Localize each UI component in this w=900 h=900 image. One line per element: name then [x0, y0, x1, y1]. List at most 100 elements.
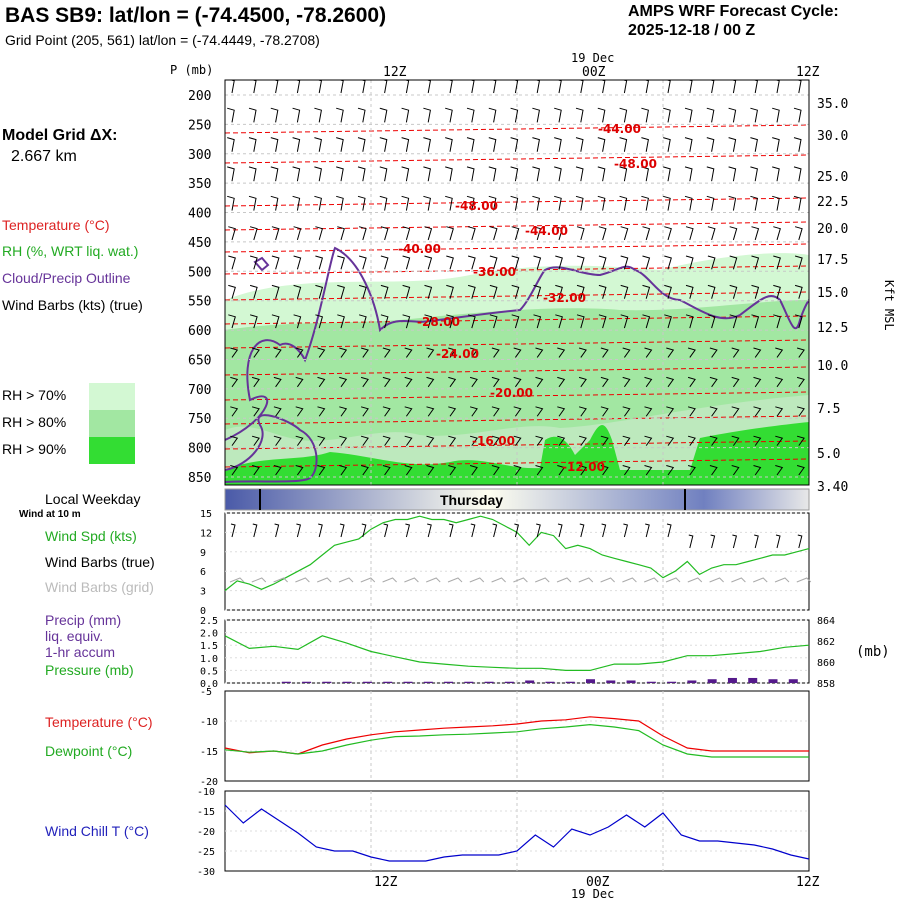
height-tick-label: 30.0 — [817, 129, 848, 144]
wind-barb — [469, 376, 478, 388]
wind-barb — [401, 137, 410, 152]
wind-barb — [684, 137, 693, 152]
legend-wind: Wind Barbs (kts) (true) — [2, 297, 143, 313]
rh90-region — [225, 422, 809, 485]
wind-barb — [336, 195, 344, 211]
wind-barb — [796, 376, 805, 388]
wind-barb — [772, 137, 780, 152]
wind-barb — [273, 465, 282, 476]
precip-bar — [646, 681, 656, 683]
bottom-date-label: 19 Dec — [571, 887, 614, 900]
isotherm-label: -44.00 — [525, 224, 568, 238]
station-title: BAS SB9: lat/lon = (-74.4500, -78.2600) — [5, 4, 387, 27]
wind-ytick-label: 6 — [200, 567, 206, 578]
wind-barb — [709, 465, 718, 476]
wind-barb — [270, 137, 279, 152]
height-tick-label: 22.5 — [817, 195, 848, 210]
pressure-tick-label: 600 — [188, 324, 211, 339]
wind-barb — [445, 107, 453, 123]
wind-barb — [796, 347, 805, 358]
height-axis-title: Kft MSL — [882, 280, 896, 331]
pressure-ytick-label: 860 — [817, 658, 835, 669]
wind-barb — [382, 347, 391, 358]
wind-barb — [426, 465, 435, 476]
wind-barb — [731, 465, 740, 476]
precip-bar — [687, 680, 697, 683]
wind-barb — [424, 284, 433, 299]
precip-label: Precip (mm) — [45, 612, 122, 628]
height-tick-label: 35.0 — [817, 97, 848, 112]
precip-bar — [727, 677, 737, 683]
wind-barb — [358, 284, 367, 299]
wind-barb — [687, 347, 696, 358]
wind-barb — [600, 435, 609, 446]
isotherm-label: -24.00 — [436, 347, 479, 361]
wind-barb-grid — [622, 577, 637, 583]
wind-barbs-true-label: Wind Barbs (true) — [45, 554, 155, 570]
precip-bar — [707, 679, 717, 683]
wind-barb — [273, 80, 279, 94]
cloud-outline-small — [253, 256, 270, 272]
forecast-cycle-label: AMPS WRF Forecast Cycle: — [628, 3, 839, 20]
wind-barb — [554, 195, 562, 211]
wind-barb — [339, 347, 348, 358]
wind-barb — [706, 195, 715, 211]
wind-barb-true — [797, 534, 803, 549]
wind-barb — [644, 465, 653, 476]
pressure-ytick-label: 864 — [817, 616, 835, 627]
wind-barb-grid — [469, 577, 485, 583]
wind-barb — [666, 435, 675, 446]
wind-barb-true — [623, 523, 629, 538]
wind-barb — [315, 226, 324, 241]
wind-barbs-grid-label: Wind Barbs (grid) — [45, 579, 154, 595]
wind-barb — [532, 107, 540, 123]
wind-barb — [491, 376, 500, 388]
wind-barb — [707, 255, 716, 270]
wind-barb — [446, 314, 454, 329]
wind-barb — [295, 435, 304, 446]
wind-barb — [466, 137, 475, 152]
wind-barb — [684, 166, 693, 182]
temperature-label: Temperature (°C) — [45, 714, 153, 730]
wind-ytick-label: 12 — [200, 528, 212, 539]
temp-ytick-label: -20 — [200, 777, 218, 788]
wind-barb — [294, 80, 301, 94]
wind-barb — [578, 435, 587, 446]
wind-barb — [511, 226, 520, 241]
wind-barb-grid — [273, 577, 288, 583]
precip-bar — [545, 681, 555, 683]
wind-barb-true — [536, 523, 541, 538]
wind-barb — [426, 347, 435, 358]
wind-barb — [728, 166, 737, 182]
wind-barb — [557, 465, 566, 476]
wind-barb — [600, 376, 609, 388]
wind-barb — [575, 137, 584, 152]
pressure-ytick-label: 858 — [817, 679, 835, 690]
pressure-tick-label: 450 — [188, 236, 211, 251]
pressure-tick-label: 400 — [188, 207, 211, 222]
wind-barb — [404, 376, 413, 388]
weekday-bar — [224, 488, 810, 511]
wind-barb — [554, 137, 562, 152]
isotherm-label: -48.00 — [614, 157, 657, 171]
precip-bar — [383, 681, 393, 683]
wind-barb — [709, 435, 718, 446]
wind-barb — [598, 314, 607, 329]
precip-ytick-label: 2.5 — [200, 616, 218, 627]
wind-barb — [446, 255, 454, 270]
wind-barb — [227, 137, 235, 152]
wind-barb-true — [557, 523, 563, 538]
wind-barb — [731, 347, 740, 358]
wind-barb — [445, 137, 453, 152]
wind-barb — [424, 255, 433, 270]
wind-barb — [423, 195, 431, 211]
wind-barb-grid — [535, 577, 550, 583]
precip-bar — [403, 681, 413, 683]
wind-barb — [273, 347, 282, 358]
wind-barb — [753, 465, 762, 476]
wind-barb — [773, 226, 781, 241]
pressure-tick-label: 550 — [188, 295, 211, 310]
wind-barb — [750, 107, 758, 123]
wind-barb — [664, 226, 672, 241]
